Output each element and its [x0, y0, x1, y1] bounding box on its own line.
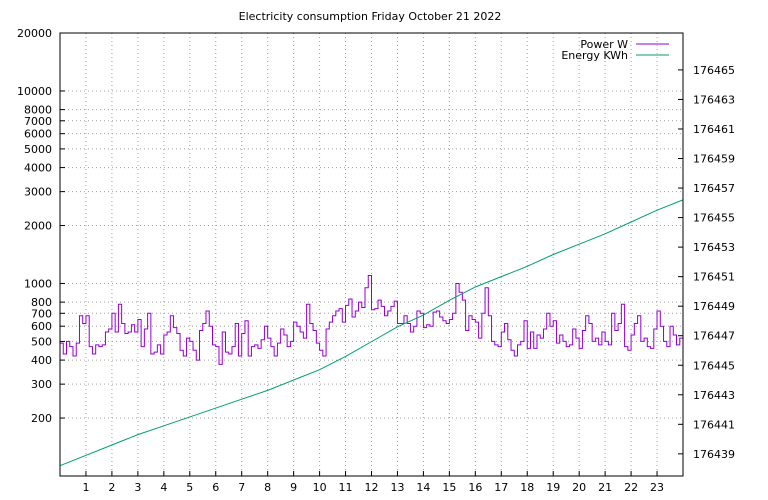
- x-tick-label: 20: [572, 481, 586, 494]
- x-tick-label: 21: [598, 481, 612, 494]
- y-tick-label: 7000: [24, 115, 52, 128]
- y2-tick-label: 176461: [693, 123, 735, 136]
- x-tick-label: 5: [186, 481, 193, 494]
- y-tick-label: 5000: [24, 143, 52, 156]
- y2-tick-label: 176465: [693, 64, 735, 77]
- y-tick-label: 600: [31, 320, 52, 333]
- y-axis-right: 176439 176441 176443 176445 176447 176449 1764…: [678, 64, 735, 461]
- x-tick-label: 10: [313, 481, 327, 494]
- y-tick-label: 300: [31, 378, 52, 391]
- y2-tick-label: 176441: [693, 418, 735, 431]
- x-tick-label: 14: [416, 481, 430, 494]
- y2-tick-label: 176449: [693, 300, 735, 313]
- legend: Power W Energy KWh: [561, 38, 669, 62]
- y-tick-label: 500: [31, 335, 52, 348]
- y2-tick-label: 176451: [693, 271, 735, 284]
- x-axis: 1 2 3 4 5 6 7 8 9 10 11 12 13 14 15 16 17 18 19 20 21 22 23: [82, 471, 664, 494]
- plot-frame: [59, 32, 684, 477]
- y2-tick-label: 176445: [693, 359, 735, 372]
- x-tick-label: 19: [546, 481, 560, 494]
- y-tick-label: 6000: [24, 128, 52, 141]
- y2-tick-label: 176459: [693, 153, 735, 166]
- y-tick-label: 4000: [24, 162, 52, 175]
- x-tick-label: 8: [264, 481, 271, 494]
- y-tick-label: 800: [31, 296, 52, 309]
- x-tick-label: 6: [212, 481, 219, 494]
- y2-tick-label: 176457: [693, 182, 735, 195]
- y2-tick-label: 176447: [693, 330, 735, 343]
- x-tick-label: 7: [238, 481, 245, 494]
- chart-title: Electricity consumption Friday October 2…: [239, 10, 502, 23]
- x-tick-label: 11: [339, 481, 353, 494]
- x-tick-label: 2: [108, 481, 115, 494]
- x-tick-label: 3: [134, 481, 141, 494]
- x-tick-label: 12: [365, 481, 379, 494]
- y-tick-label: 700: [31, 307, 52, 320]
- y-tick-label: 1000: [24, 277, 52, 290]
- y2-tick-label: 176439: [693, 448, 735, 461]
- y-tick-label: 200: [31, 412, 52, 425]
- y2-tick-label: 176463: [693, 93, 735, 106]
- x-tick-label: 23: [650, 481, 664, 494]
- x-tick-label: 22: [624, 481, 638, 494]
- y2-tick-label: 176455: [693, 212, 735, 225]
- y2-tick-label: 176453: [693, 241, 735, 254]
- y-tick-label: 2000: [24, 220, 52, 233]
- x-tick-label: 17: [494, 481, 508, 494]
- plot-series: [59, 199, 684, 467]
- x-tick-label: 18: [520, 481, 534, 494]
- series-line-energy: [59, 199, 684, 467]
- grid-lines: [60, 32, 683, 476]
- x-tick-label: 1: [82, 481, 89, 494]
- y-tick-label: 8000: [24, 104, 52, 117]
- y-tick-label: 400: [31, 354, 52, 367]
- legend-label-power: Power W: [580, 38, 628, 51]
- x-tick-label: 13: [390, 481, 404, 494]
- y2-tick-label: 176443: [693, 389, 735, 402]
- x-tick-label: 15: [442, 481, 456, 494]
- series-line-power: [60, 275, 683, 365]
- y-tick-label: 3000: [24, 186, 52, 199]
- y-tick-label: 10000: [17, 85, 52, 98]
- x-tick-label: 4: [160, 481, 167, 494]
- legend-label-energy: Energy KWh: [561, 49, 628, 62]
- x-tick-label: 9: [290, 481, 297, 494]
- x-tick-label: 16: [468, 481, 482, 494]
- y-tick-label: 20000: [17, 27, 52, 40]
